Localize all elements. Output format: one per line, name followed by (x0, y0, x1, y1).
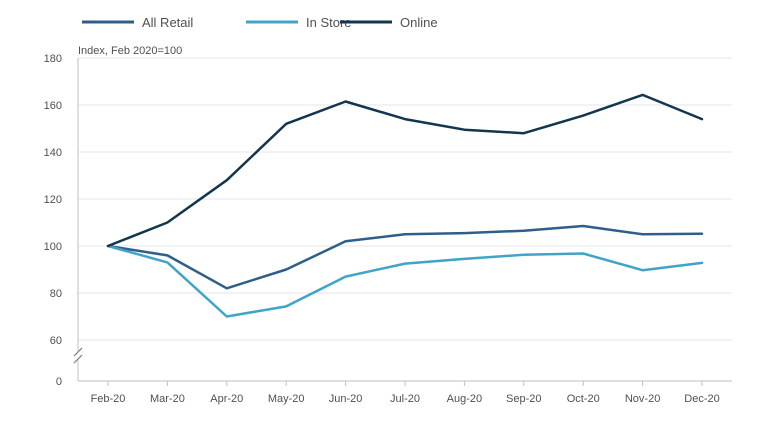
x-tick-label: Feb-20 (91, 393, 126, 405)
x-tick-label: Dec-20 (684, 393, 719, 405)
y-tick-label: 0 (56, 376, 62, 388)
y-tick-label: 180 (44, 53, 62, 65)
series-lines (106, 93, 704, 318)
x-tick-label: Aug-20 (447, 393, 482, 405)
y-axis-unit-label: Index, Feb 2020=100 (78, 45, 182, 57)
y-tick-label: 120 (44, 194, 62, 206)
x-tick-label: Jul-20 (390, 393, 420, 405)
x-tick-label: Mar-20 (150, 393, 185, 405)
x-tick-label: Sep-20 (506, 393, 541, 405)
series-line-in-store (106, 244, 704, 318)
gridlines (78, 57, 732, 341)
y-tick-label: 160 (44, 100, 62, 112)
series-line-online (106, 93, 704, 248)
axis-break-mark (73, 354, 83, 364)
x-tick-label: May-20 (268, 393, 305, 405)
y-tick-label: 80 (50, 288, 62, 300)
legend-label: Online (400, 15, 438, 30)
x-tick-label: Oct-20 (567, 393, 600, 405)
legend-label: All Retail (142, 15, 193, 30)
x-tick-label: Apr-20 (210, 393, 243, 405)
x-axis-ticks: Feb-20 Mar-20 Apr-20 May-20 Jun-20 Jul-20 Aug-… (91, 381, 720, 405)
x-tick-label: Jun-20 (329, 393, 363, 405)
y-tick-label: 60 (50, 335, 62, 347)
x-tick-label: Nov-20 (625, 393, 660, 405)
legend-label: In Store (306, 15, 352, 30)
chart-legend: All Retail In Store Online (82, 15, 438, 30)
series-line-all-retail (106, 224, 704, 290)
y-axis-ticks: 0 60 80 100 120 140 160 180 (44, 53, 62, 388)
y-tick-label: 100 (44, 241, 62, 253)
y-tick-label: 140 (44, 147, 62, 159)
axis-break-mark (73, 347, 83, 357)
